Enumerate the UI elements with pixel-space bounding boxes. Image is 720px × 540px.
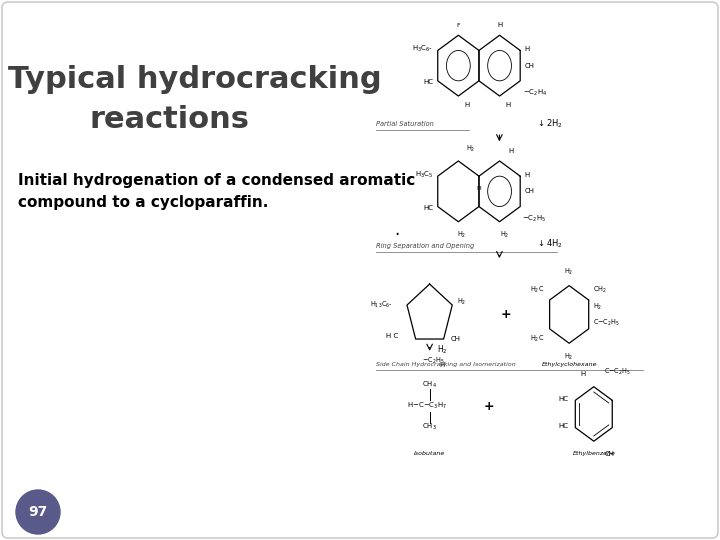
Text: H$_2$C: H$_2$C xyxy=(530,285,544,295)
Text: Partial Saturation: Partial Saturation xyxy=(377,122,434,127)
Text: H: H xyxy=(497,22,503,28)
Text: H: H xyxy=(464,102,469,108)
Text: +: + xyxy=(500,308,511,321)
Text: $-$C$_2$H$_4$: $-$C$_2$H$_4$ xyxy=(523,88,548,98)
Text: H: H xyxy=(525,46,530,52)
Text: 97: 97 xyxy=(28,505,48,519)
Text: H$_2$: H$_2$ xyxy=(500,230,509,240)
Text: CH: CH xyxy=(451,336,461,342)
Text: H: H xyxy=(509,148,514,154)
Text: Side Chain Hydrocracking and Isomerization: Side Chain Hydrocracking and Isomerizati… xyxy=(377,362,516,367)
Text: Ethylbenzene: Ethylbenzene xyxy=(572,451,615,456)
Text: HC: HC xyxy=(423,79,433,85)
Text: H: H xyxy=(505,102,510,108)
Text: compound to a cycloparaffin.: compound to a cycloparaffin. xyxy=(18,194,269,210)
Text: Initial hydrogenation of a condensed aromatic: Initial hydrogenation of a condensed aro… xyxy=(18,172,415,187)
Text: CH: CH xyxy=(605,451,614,457)
Circle shape xyxy=(16,490,60,534)
Text: Isobutane: Isobutane xyxy=(414,451,445,456)
Text: H$_2$: H$_2$ xyxy=(466,144,475,154)
Text: H$_2$C: H$_2$C xyxy=(530,334,544,344)
Text: H$_2$: H$_2$ xyxy=(457,297,467,307)
Text: H: H xyxy=(477,186,482,191)
Text: +: + xyxy=(484,400,495,413)
Text: HC: HC xyxy=(558,396,568,402)
Text: Typical hydrocracking: Typical hydrocracking xyxy=(8,65,382,94)
Text: CH: CH xyxy=(525,188,534,194)
Text: $-$C$_2$H$_5$: $-$C$_2$H$_5$ xyxy=(422,355,444,366)
Text: CH$_4$: CH$_4$ xyxy=(422,380,437,390)
Text: CH: CH xyxy=(525,63,534,69)
Text: H C: H C xyxy=(387,333,399,339)
Text: H$_3$C$_6$-: H$_3$C$_6$- xyxy=(413,44,433,54)
Text: reactions: reactions xyxy=(90,105,250,134)
Text: H$_3$C$_5$: H$_3$C$_5$ xyxy=(415,170,433,180)
Text: H$_1$$_3$C$_6$-: H$_1$$_3$C$_6$- xyxy=(370,300,392,310)
Text: H: H xyxy=(580,371,586,377)
Text: H$-$C$-$C$_3$H$_7$: H$-$C$-$C$_3$H$_7$ xyxy=(407,401,447,411)
Text: CH$_3$: CH$_3$ xyxy=(422,422,437,432)
Text: CH$_2$: CH$_2$ xyxy=(593,285,607,295)
Text: C$-$C$_2$H$_5$: C$-$C$_2$H$_5$ xyxy=(593,318,620,328)
Text: HC: HC xyxy=(558,423,568,429)
Text: Ethylcyclohexane: Ethylcyclohexane xyxy=(541,362,597,367)
Text: Ring Separation and Opening: Ring Separation and Opening xyxy=(377,243,474,249)
Text: H$_2$: H$_2$ xyxy=(564,267,574,277)
Text: H$_2$: H$_2$ xyxy=(437,343,448,356)
Text: $\downarrow$4H$_2$: $\downarrow$4H$_2$ xyxy=(536,238,564,250)
Text: $-$C$_2$H$_5$: $-$C$_2$H$_5$ xyxy=(522,214,546,224)
Text: H: H xyxy=(525,172,530,178)
Text: H$_2$: H$_2$ xyxy=(593,302,602,312)
Text: H$_2$: H$_2$ xyxy=(564,352,574,362)
Text: C$-$C$_2$H$_5$: C$-$C$_2$H$_5$ xyxy=(605,367,631,377)
Text: .: . xyxy=(394,220,400,239)
Text: H$_2$: H$_2$ xyxy=(457,230,467,240)
Text: H: H xyxy=(439,362,444,368)
Text: HC: HC xyxy=(423,205,433,211)
Text: $\downarrow$2H$_2$: $\downarrow$2H$_2$ xyxy=(536,117,564,130)
Text: F: F xyxy=(456,23,460,28)
